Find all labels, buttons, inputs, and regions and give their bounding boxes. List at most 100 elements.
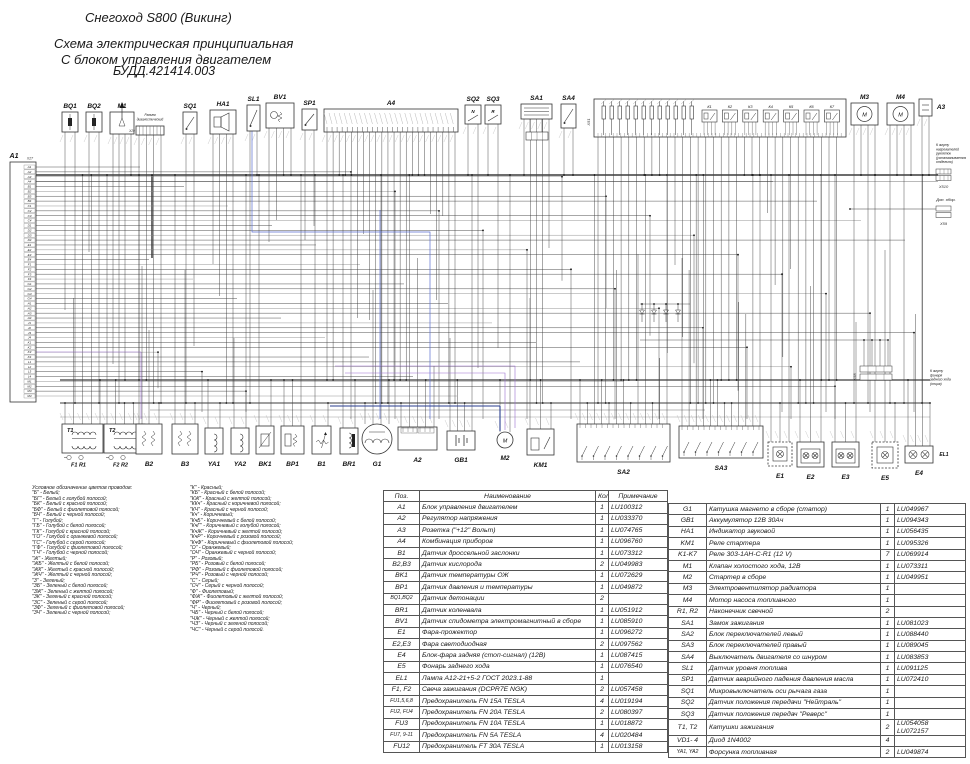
legend-item: "ОЧ" - Оранжевый с черной полосой; [190, 550, 277, 557]
table-row: E5 Фонарь заднего хода 1 LU076540 [383, 660, 668, 674]
cell-name: Датчик коленвала [419, 603, 596, 617]
legend-item: "ЖЧ" - Желтый с черной полосой; [32, 572, 113, 579]
component-BV1: BV1 [265, 94, 295, 129]
cell-name: Реле стартера [706, 537, 881, 550]
cell-name: Комбинация приборов [419, 535, 596, 548]
legend-item: "ККч" - Красный с коричневой полосой; [190, 501, 281, 508]
table-row: KM1 Реле стартера 1 LU095326 [668, 537, 966, 550]
component-M3: М M3 [850, 94, 879, 126]
cell-pos: R1, R2 [668, 605, 707, 618]
doc-subtitle-2: С блоком управления двигателем [61, 52, 272, 67]
cell-note: LU072629 [608, 569, 668, 583]
ecu-pin-label: G2 [27, 287, 31, 291]
cell-qty: 1 [880, 662, 895, 675]
legend-column-2: "К" - Красный; "КБ" - Красный с белой пол… [190, 485, 293, 633]
cell-pos: SP1 [668, 673, 707, 687]
table-row: A4 Комбинация приборов 1 LU096760 [383, 535, 668, 548]
cell-pos: K1-K7 [668, 548, 707, 561]
ecu-pin-label: L2 [28, 365, 32, 369]
table-row: E2,E3 Фара светодиодная 2 LU097562 [383, 638, 668, 651]
legend-item: "ЗЖ" - Зеленый с желтой полосой; [32, 588, 114, 595]
ecu-pin-label: B2 [28, 189, 32, 193]
legend-item: "КЧ" - Красный с черной полосой; [190, 506, 269, 513]
cell-note [608, 592, 668, 605]
cell-qty: 1 [880, 582, 895, 596]
doc-number: БУДД.421414.003 [113, 64, 216, 78]
doc-subtitle: Схема электрическая принципиальная [54, 36, 294, 51]
cell-pos: E2,E3 [383, 638, 420, 651]
component-label: M2 [500, 455, 509, 462]
cell-note [894, 685, 966, 698]
cell-note: LU019194 [608, 695, 668, 708]
component-label: SA3 [715, 465, 728, 472]
cell-qty: 1 [880, 639, 895, 653]
cell-pos: HA1 [668, 525, 707, 539]
cell-name: Лампа А12-21+5-2 ГОСТ 2023.1-88 [419, 672, 596, 685]
legend-item: "ЧЖ" - Черный с желтой полосой; [190, 615, 270, 622]
cell-name: Катушка магнето в сборе (статор) [706, 502, 881, 516]
connector-label: X51 [586, 118, 591, 126]
cell-pos: M3 [668, 582, 707, 596]
component-label: GB1 [454, 457, 468, 464]
ecu-pin-label: L1 [28, 360, 32, 364]
cell-note [894, 594, 966, 607]
cell-note: LU089045 [894, 639, 966, 653]
cell-name: Регулятор напряжения [419, 512, 596, 526]
component-SQ1: SQ1 [182, 103, 198, 135]
component-B1: B1 [311, 425, 332, 468]
component-label: HA1 [216, 101, 229, 108]
legend-item: "КБ" - Красный с белой полосой; [190, 490, 266, 497]
component-label: M4 [896, 94, 905, 101]
cell-pos: FU2, FU4 [383, 706, 420, 719]
table-row: BQ1,BQ2 Датчик детонации 2 [383, 592, 668, 605]
cell-pos: FU12 [383, 740, 420, 754]
ecu-pin-label: F2 [28, 267, 32, 271]
legend-item: "ГК" - Голубой с красной полосой; [32, 528, 111, 535]
cell-qty: 1 [880, 537, 895, 550]
cell-name: Датчик спидометра электромагнитный в сбо… [419, 615, 596, 628]
table-row: FU1,5,6,8 Предохранитель FN 15A TESLA 4 LU0… [383, 695, 668, 708]
cell-note: LU049983 [608, 558, 668, 571]
cell-qty: 1 [880, 525, 895, 539]
cell-note [608, 672, 668, 685]
component-A3: A3 [918, 98, 946, 117]
cell-note: LU096272 [608, 626, 668, 640]
table-row: SL1 Датчик уровня топлива 1 LU091125 [668, 662, 966, 675]
table-row: BP1 Датчик давления и температуры 1 LU04987… [383, 581, 668, 594]
relay-label: К7 [830, 105, 835, 109]
component-label: M1 [117, 103, 126, 110]
table-row: SA2 Блок переключателей левый 1 LU088440 [668, 628, 966, 641]
cell-qty: 1 [880, 628, 895, 641]
cell-name: Датчик кислорода [419, 558, 596, 571]
component-label: SP1 [303, 100, 316, 107]
cell-name: Аккумулятор 12В 30Ач [706, 514, 881, 527]
table-row: BR1 Датчик коленвала 1 LU051912 [383, 603, 668, 617]
component-label: BR1 [342, 461, 355, 468]
table-row: SA1 Замок зажигания 1 LU081023 [668, 616, 966, 630]
legend-item: "ЧЗ" - Черный с зеленой полосой; [190, 621, 269, 628]
cell-note [894, 582, 966, 596]
cell-note: LU033370 [608, 512, 668, 526]
table-row: SA3 Блок переключателей правый 1 LU089045 [668, 639, 966, 653]
component-sublabel: F2 R2 [113, 463, 128, 469]
relay-label: К4 [769, 105, 773, 109]
cell-pos: M1 [668, 559, 707, 573]
note-heater: К жгуту нагревателей рукояток (устанавливае… [935, 143, 966, 164]
legend-item: "ГО" - Голубой с оранжевой полосой; [32, 534, 118, 541]
wire-mesh [36, 116, 938, 446]
cell-pos: FU3 [383, 717, 420, 731]
ecu-pin-label: A3 [27, 175, 32, 179]
legend-item: "КчГ" - Коричневый с голубой полосой; [190, 523, 281, 530]
ecu-pin-label: B3 [28, 194, 32, 198]
cell-name: Блок переключателей правый [706, 639, 881, 653]
table-row: EL1 Лампа А12-21+5-2 ГОСТ 2023.1-88 1 [383, 672, 668, 685]
components: A1 X27A1A2A3A4B1B2B3B4C1C2C3C4D1D2D3D4E1E… [9, 94, 967, 482]
component-E3: E3 [831, 441, 860, 481]
cell-name: Блок-фара задняя (стоп-сигнал) (12В) [419, 649, 596, 662]
component-SQ2: N SQ2 [464, 96, 482, 125]
component-M2: М M2 [496, 431, 514, 462]
cell-pos: B1 [383, 546, 420, 560]
cell-note: LU076540 [608, 660, 668, 674]
legend-item: "ГЧ" - Голубой с черной полосой; [32, 550, 109, 557]
